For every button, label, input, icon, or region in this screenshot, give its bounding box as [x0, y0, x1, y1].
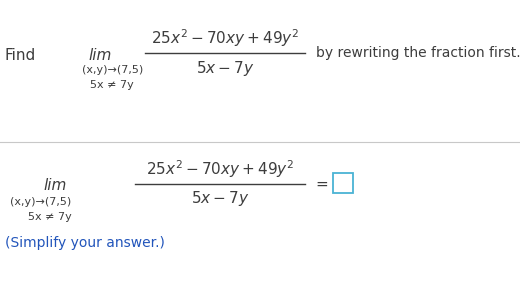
Text: $5x - 7y$: $5x - 7y$: [196, 59, 254, 77]
Text: $5x - 7y$: $5x - 7y$: [191, 189, 249, 209]
Text: (x,y)→(7,5): (x,y)→(7,5): [10, 197, 71, 207]
Text: $25x^2 - 70xy + 49y^2$: $25x^2 - 70xy + 49y^2$: [151, 27, 299, 49]
Text: =: =: [315, 177, 328, 192]
Text: 5x ≠ 7y: 5x ≠ 7y: [90, 80, 134, 90]
Text: $25x^2 - 70xy + 49y^2$: $25x^2 - 70xy + 49y^2$: [146, 158, 294, 180]
Text: Find: Find: [5, 48, 36, 63]
Text: lim: lim: [43, 178, 67, 192]
Text: by rewriting the fraction first.: by rewriting the fraction first.: [316, 46, 520, 60]
Text: (x,y)→(7,5): (x,y)→(7,5): [82, 65, 143, 75]
Text: lim: lim: [88, 48, 112, 63]
Text: (Simplify your answer.): (Simplify your answer.): [5, 236, 165, 250]
FancyBboxPatch shape: [333, 173, 353, 193]
Text: 5x ≠ 7y: 5x ≠ 7y: [28, 212, 72, 222]
